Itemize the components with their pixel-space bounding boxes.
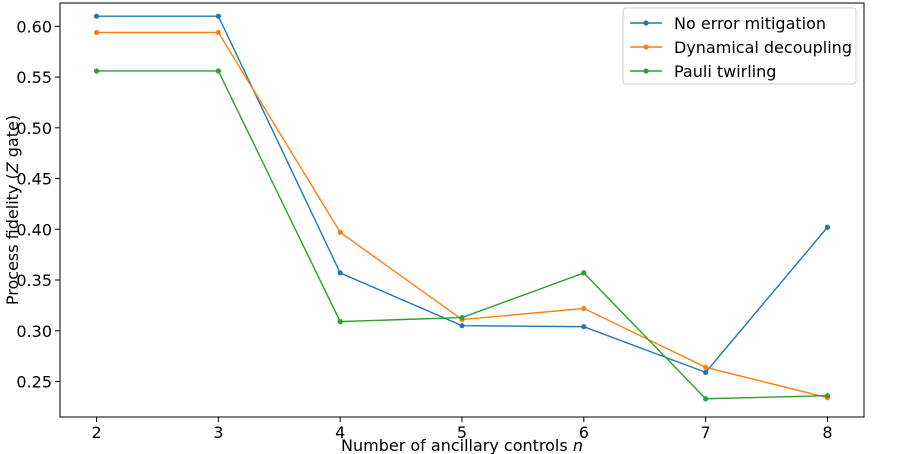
y-tick-label: 0.45 [16,170,52,189]
data-point-pauli-twirling [703,396,709,402]
series-layer [93,13,831,402]
x-tick-label: 7 [701,423,711,442]
data-point-no-error-mitigation [581,324,587,330]
x-tick-label: 2 [91,423,101,442]
data-point-no-error-mitigation [824,224,831,230]
data-point-no-error-mitigation [337,270,343,276]
data-point-dynamical-decoupling [93,29,100,36]
data-point-pauli-twirling [581,270,587,276]
data-point-pauli-twirling [337,319,343,325]
data-point-pauli-twirling [215,68,221,74]
y-tick-label: 0.55 [16,68,52,87]
x-axis-label: Number of ancillary controls n [341,436,583,454]
x-tick-label: 6 [579,423,589,442]
data-point-pauli-twirling [824,393,831,399]
data-point-pauli-twirling [459,314,465,321]
y-tick-label: 0.60 [16,17,52,36]
data-point-dynamical-decoupling [581,305,587,312]
x-tick-label: 4 [335,423,345,442]
x-tick-label: 8 [822,423,832,442]
y-tick-label: 0.40 [16,220,52,239]
legend-marker-no-error-mitigation [643,20,649,26]
legend-box [622,7,857,85]
data-point-no-error-mitigation [215,13,221,19]
x-tick-label: 3 [213,423,223,442]
y-tick-label: 0.30 [16,322,52,341]
y-axis-label: Process fidelity (Z gate) [3,115,22,305]
data-point-dynamical-decoupling [703,364,709,370]
legend: No error mitigation Dynamical decoupling P… [622,7,857,85]
y-tick-label: 0.35 [16,271,52,290]
data-point-dynamical-decoupling [215,29,221,36]
y-tick-label: 0.50 [16,119,52,138]
x-axis: 2 3 4 5 6 7 8 [91,417,833,442]
data-point-no-error-mitigation [703,369,709,375]
x-tick-label: 5 [457,423,467,442]
data-point-dynamical-decoupling [337,229,343,235]
data-point-no-error-mitigation [93,13,100,19]
legend-marker-dynamical-decoupling [643,44,649,50]
data-point-pauli-twirling [93,68,100,74]
legend-marker-pauli-twirling [643,68,649,74]
y-axis: 0.25 0.30 0.35 0.40 0.45 0.50 0.55 0.60 [16,17,60,391]
legend-label-pauli-twirling: Pauli twirling [674,62,776,81]
y-tick-label: 0.25 [16,372,52,391]
legend-label-dynamical-decoupling: Dynamical decoupling [674,38,852,57]
legend-label-no-error-mitigation: No error mitigation [674,14,826,33]
data-point-no-error-mitigation [459,323,465,329]
